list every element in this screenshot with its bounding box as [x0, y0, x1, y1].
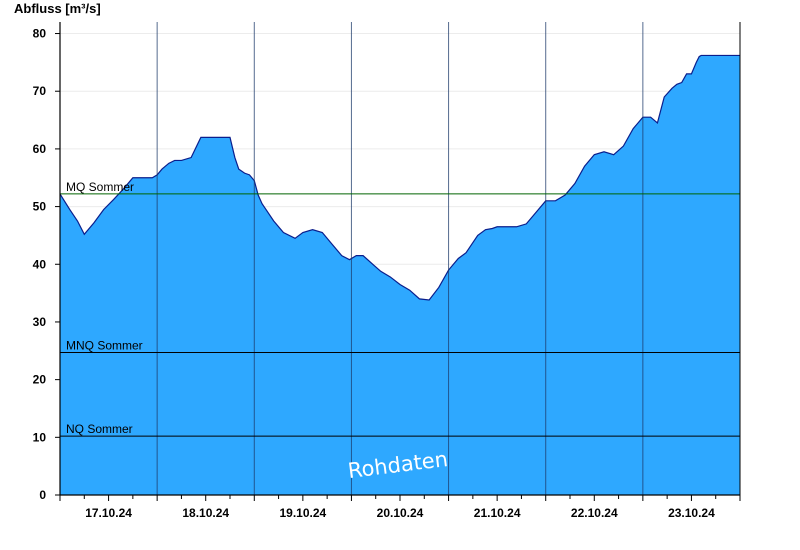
discharge-area: [60, 55, 740, 496]
day-separators: [156, 22, 644, 495]
x-tick-label: 22.10.24: [571, 506, 618, 520]
y-tick-label: 10: [33, 430, 47, 444]
y-axis-label: Abfluss [m³/s]: [14, 1, 101, 16]
y-tick-label: 40: [33, 257, 47, 271]
x-tick-label: 20.10.24: [377, 506, 424, 520]
y-tick-label: 30: [33, 315, 47, 329]
reference-line-label: MNQ Sommer: [66, 339, 143, 353]
reference-line-label: MQ Sommer: [66, 180, 134, 194]
x-tick-label: 21.10.24: [474, 506, 521, 520]
reference-lines: MQ Sommer MNQ Sommer NQ Sommer: [60, 180, 740, 437]
y-tick-label: 50: [33, 200, 47, 214]
discharge-line: [59, 54, 740, 301]
x-tick-label: 18.10.24: [182, 506, 229, 520]
x-tick-label: 17.10.24: [85, 506, 132, 520]
y-tick-label: 60: [33, 142, 47, 156]
y-tick-label: 20: [33, 373, 47, 387]
x-tick-label: 19.10.24: [279, 506, 326, 520]
reference-line-label: NQ Sommer: [66, 422, 133, 436]
y-tick-label: 70: [33, 84, 47, 98]
y-axis-ticks: 0 10 20 30 40 50 60 70 80: [33, 27, 60, 502]
y-tick-label: 0: [39, 488, 46, 502]
y-tick-label: 80: [33, 27, 47, 41]
x-axis-ticks: 17.10.24 18.10.24 19.10.24 20.10.24 21.10.24…: [59, 495, 741, 520]
x-tick-label: 23.10.24: [668, 506, 715, 520]
